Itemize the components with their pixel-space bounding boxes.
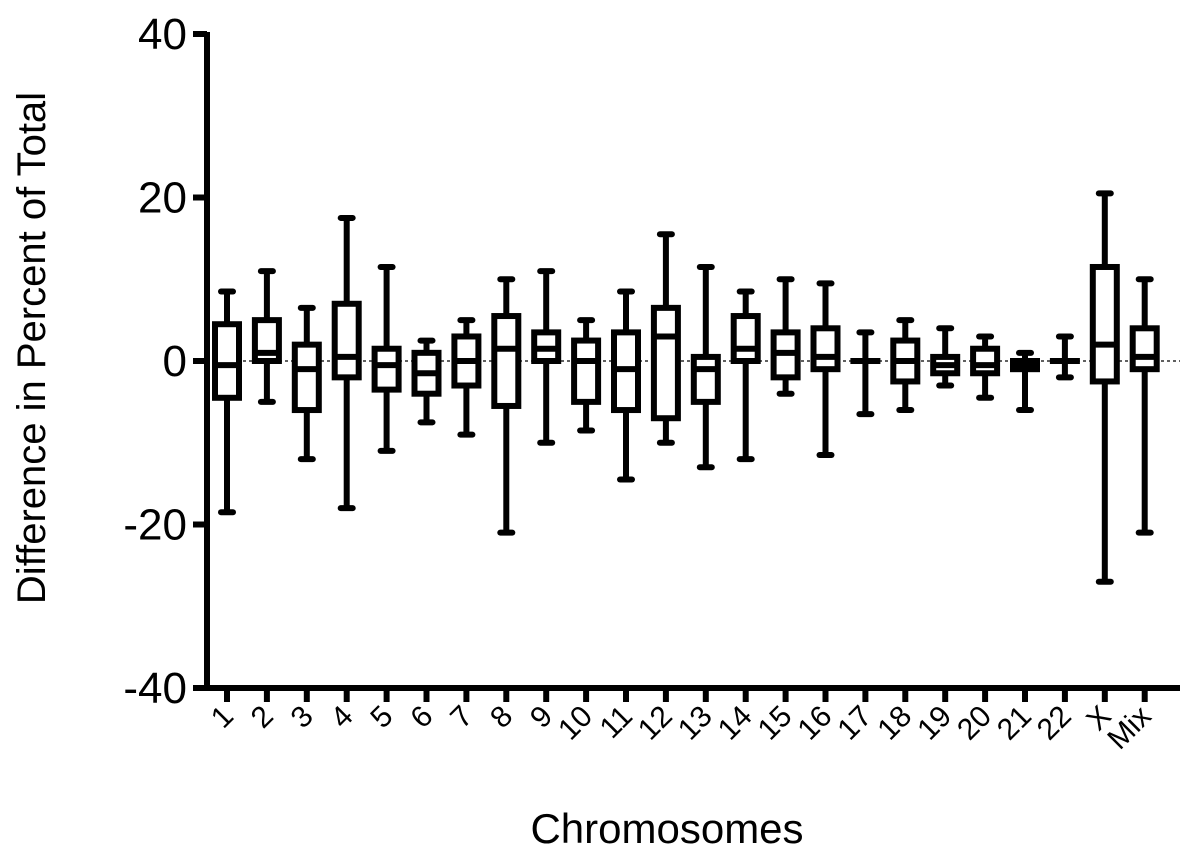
iqr-box xyxy=(970,345,1001,377)
iqr-box xyxy=(491,313,522,409)
box-10 xyxy=(571,317,602,434)
iqr-box xyxy=(1129,325,1160,373)
x-tick-label: 4 xyxy=(325,700,360,735)
box-15 xyxy=(770,276,801,397)
iqr-box xyxy=(690,353,721,405)
iqr-box xyxy=(212,321,242,401)
box-17 xyxy=(850,329,881,418)
box-series xyxy=(212,190,1160,585)
box-18 xyxy=(890,317,921,414)
iqr-box xyxy=(371,345,402,393)
x-axis-title: Chromosomes xyxy=(530,805,803,850)
iqr-box xyxy=(571,337,602,405)
iqr-box xyxy=(650,304,681,422)
x-tick-label: 9 xyxy=(524,700,559,735)
box-22 xyxy=(1049,333,1080,381)
x-tick-label: 22 xyxy=(1031,700,1078,747)
iqr-box xyxy=(810,325,841,373)
box-6 xyxy=(411,337,442,426)
box-3 xyxy=(291,304,322,463)
x-tick-label: 10 xyxy=(552,700,599,747)
box-4 xyxy=(331,214,362,512)
y-tick-label: -40 xyxy=(123,664,187,713)
y-tick-label: 20 xyxy=(138,174,187,223)
box-9 xyxy=(531,268,562,446)
x-tick-label: 2 xyxy=(245,700,280,735)
y-tick-label: -20 xyxy=(123,501,187,550)
box-12 xyxy=(650,231,681,446)
x-tick-label: 8 xyxy=(484,700,519,735)
box-21 xyxy=(1010,349,1040,414)
box-Mix xyxy=(1129,276,1160,536)
x-tick-label: 7 xyxy=(444,700,479,735)
x-tick-label: 1 xyxy=(205,700,240,735)
box-14 xyxy=(730,288,761,463)
x-tick-label: 5 xyxy=(364,700,399,735)
box-1 xyxy=(212,288,242,516)
box-13 xyxy=(690,263,721,471)
x-tick-label: 6 xyxy=(404,700,439,735)
iqr-box xyxy=(1089,263,1120,385)
box-20 xyxy=(970,333,1001,401)
x-tick-label: 3 xyxy=(285,700,320,735)
y-tick-label: 40 xyxy=(138,10,187,59)
x-tick-label: Mix xyxy=(1101,700,1157,756)
y-axis-ticks: 40 20 0 -20 -40 xyxy=(123,10,207,713)
iqr-box xyxy=(730,313,761,365)
box-16 xyxy=(810,280,841,459)
box-7 xyxy=(451,317,482,438)
box-8 xyxy=(491,276,522,536)
iqr-box xyxy=(291,341,322,414)
box-X xyxy=(1089,190,1120,585)
box-2 xyxy=(251,268,282,405)
y-tick-label: 0 xyxy=(163,337,187,386)
box-11 xyxy=(611,288,641,483)
box-5 xyxy=(371,263,402,454)
box-19 xyxy=(930,325,961,389)
y-axis-title: Difference in Percent of Total xyxy=(10,92,54,604)
iqr-box xyxy=(331,300,362,381)
